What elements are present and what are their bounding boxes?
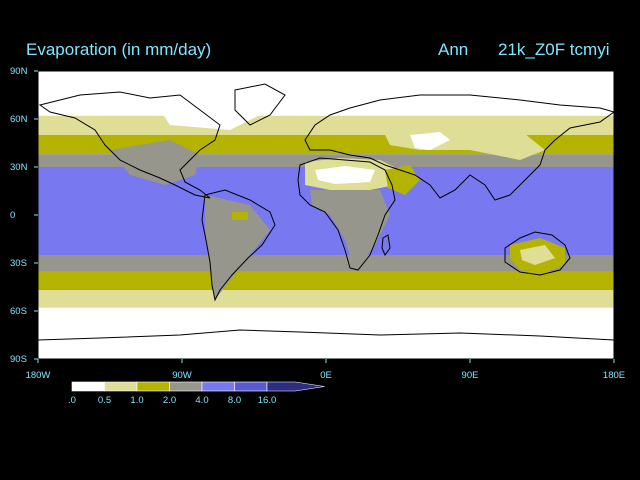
sahara-white: [315, 166, 375, 184]
map-field: [38, 71, 614, 359]
eurasia-coast: [304, 94, 614, 201]
y-tick-label: 90N: [10, 66, 28, 77]
legend-swatch: [169, 381, 203, 392]
coastlines: [38, 83, 614, 341]
zonal-bands: [38, 71, 614, 359]
season-label: Ann: [438, 40, 469, 59]
central-asia-white: [410, 132, 450, 150]
south-america-interior: [205, 195, 270, 300]
band-6: [38, 271, 614, 291]
legend-swatch: [136, 381, 170, 392]
australia-coast: [504, 231, 571, 276]
x-tick-label: 180W: [26, 370, 51, 381]
antarctica-coast: [38, 329, 614, 341]
y-tick-label: 0: [10, 210, 15, 221]
legend-label: 8.0: [228, 395, 241, 406]
south-america-coast: [201, 189, 276, 302]
arctic-white: [150, 85, 270, 130]
legend-swatch: [201, 381, 235, 392]
legend-swatch: [104, 381, 138, 392]
north-america-interior: [110, 140, 200, 185]
legend-swatch: [234, 381, 268, 392]
band-1: [38, 115, 614, 135]
legend-swatch: [266, 381, 325, 392]
band-5: [38, 255, 614, 271]
legend: .0 0.5 1.0 2.0 4.0 8.0 16.0: [68, 381, 325, 406]
africa-coast: [297, 157, 396, 271]
legend-swatch: [71, 381, 105, 392]
band-0: [38, 71, 614, 116]
madagascar-coast: [381, 234, 391, 257]
y-tick-label: 90S: [10, 354, 27, 365]
y-tick-label: 60N: [10, 114, 28, 125]
band-7: [38, 290, 614, 308]
axis-ticks: 90N 60N 30N 0 30S 60S 90S 180W 90W 0E 90E 180E: [10, 66, 625, 381]
run-label: 21k_Z0F tcmyi: [498, 40, 610, 59]
arabia-dry-region: [385, 165, 420, 195]
asia-dry-region: [380, 118, 545, 160]
legend-label: .0: [68, 395, 76, 406]
x-tick-label: 90E: [462, 370, 479, 381]
y-tick-label: 60S: [10, 306, 27, 317]
y-tick-label: 30N: [10, 162, 28, 173]
x-tick-label: 0E: [320, 370, 332, 381]
y-tick-label: 30S: [10, 258, 27, 269]
greenland-coast: [234, 83, 286, 126]
regional-features: [110, 85, 565, 300]
amazon-spot: [232, 212, 248, 220]
north-america-coast: [38, 91, 221, 199]
legend-label: 16.0: [258, 395, 277, 406]
x-tick-label: 180E: [603, 370, 625, 381]
legend-label: 1.0: [130, 395, 143, 406]
x-tick-label: 90W: [172, 370, 192, 381]
legend-label: 2.0: [163, 395, 176, 406]
chart-title: Evaporation (in mm/day): [26, 40, 212, 59]
legend-label: 0.5: [98, 395, 111, 406]
legend-label: 4.0: [195, 395, 208, 406]
australia-core: [520, 245, 555, 265]
africa-interior: [310, 190, 390, 270]
